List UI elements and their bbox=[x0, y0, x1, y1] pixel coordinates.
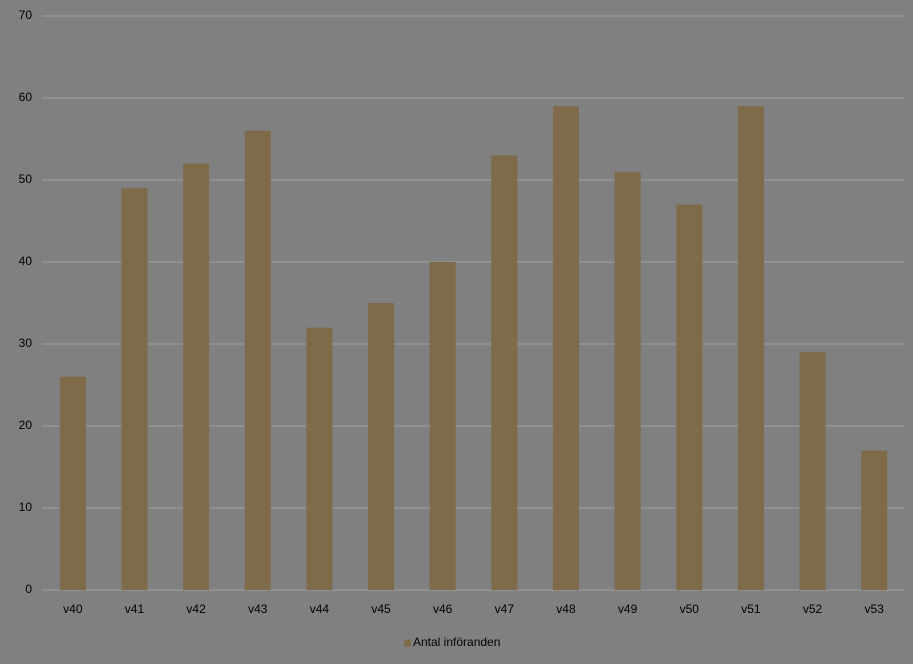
y-tick-label: 20 bbox=[19, 418, 33, 432]
x-tick-label: v50 bbox=[680, 602, 700, 616]
x-tick-label: v40 bbox=[63, 602, 83, 616]
y-tick-label: 40 bbox=[19, 254, 33, 268]
bar bbox=[244, 130, 271, 591]
x-tick-label: v44 bbox=[310, 602, 330, 616]
y-tick-label: 0 bbox=[25, 582, 32, 596]
x-tick-label: v48 bbox=[556, 602, 576, 616]
y-tick-label: 10 bbox=[19, 500, 33, 514]
legend-swatch bbox=[404, 639, 411, 647]
bar bbox=[552, 106, 579, 590]
y-tick-label: 30 bbox=[19, 336, 33, 350]
x-tick-label: v53 bbox=[864, 602, 884, 616]
y-tick-label: 70 bbox=[19, 8, 33, 22]
bar bbox=[429, 262, 456, 590]
legend-label: Antal införanden bbox=[413, 635, 500, 649]
y-tick-label: 50 bbox=[19, 172, 33, 186]
x-tick-label: v52 bbox=[803, 602, 823, 616]
bar bbox=[59, 376, 86, 590]
bar bbox=[676, 204, 703, 590]
x-tick-label: v43 bbox=[248, 602, 268, 616]
bar bbox=[306, 327, 333, 590]
y-tick-label: 60 bbox=[19, 90, 33, 104]
bar bbox=[368, 303, 395, 590]
bar bbox=[737, 106, 764, 590]
x-tick-label: v51 bbox=[741, 602, 761, 616]
x-tick-label: v47 bbox=[495, 602, 515, 616]
bar bbox=[799, 352, 826, 590]
x-tick-label: v42 bbox=[186, 602, 206, 616]
x-tick-label: v41 bbox=[125, 602, 145, 616]
x-tick-label: v45 bbox=[371, 602, 391, 616]
bar bbox=[861, 450, 888, 590]
x-tick-label: v46 bbox=[433, 602, 453, 616]
x-tick-label: v49 bbox=[618, 602, 638, 616]
bar bbox=[121, 188, 148, 590]
bar bbox=[614, 171, 641, 591]
bar bbox=[183, 163, 210, 590]
bar bbox=[491, 155, 518, 590]
